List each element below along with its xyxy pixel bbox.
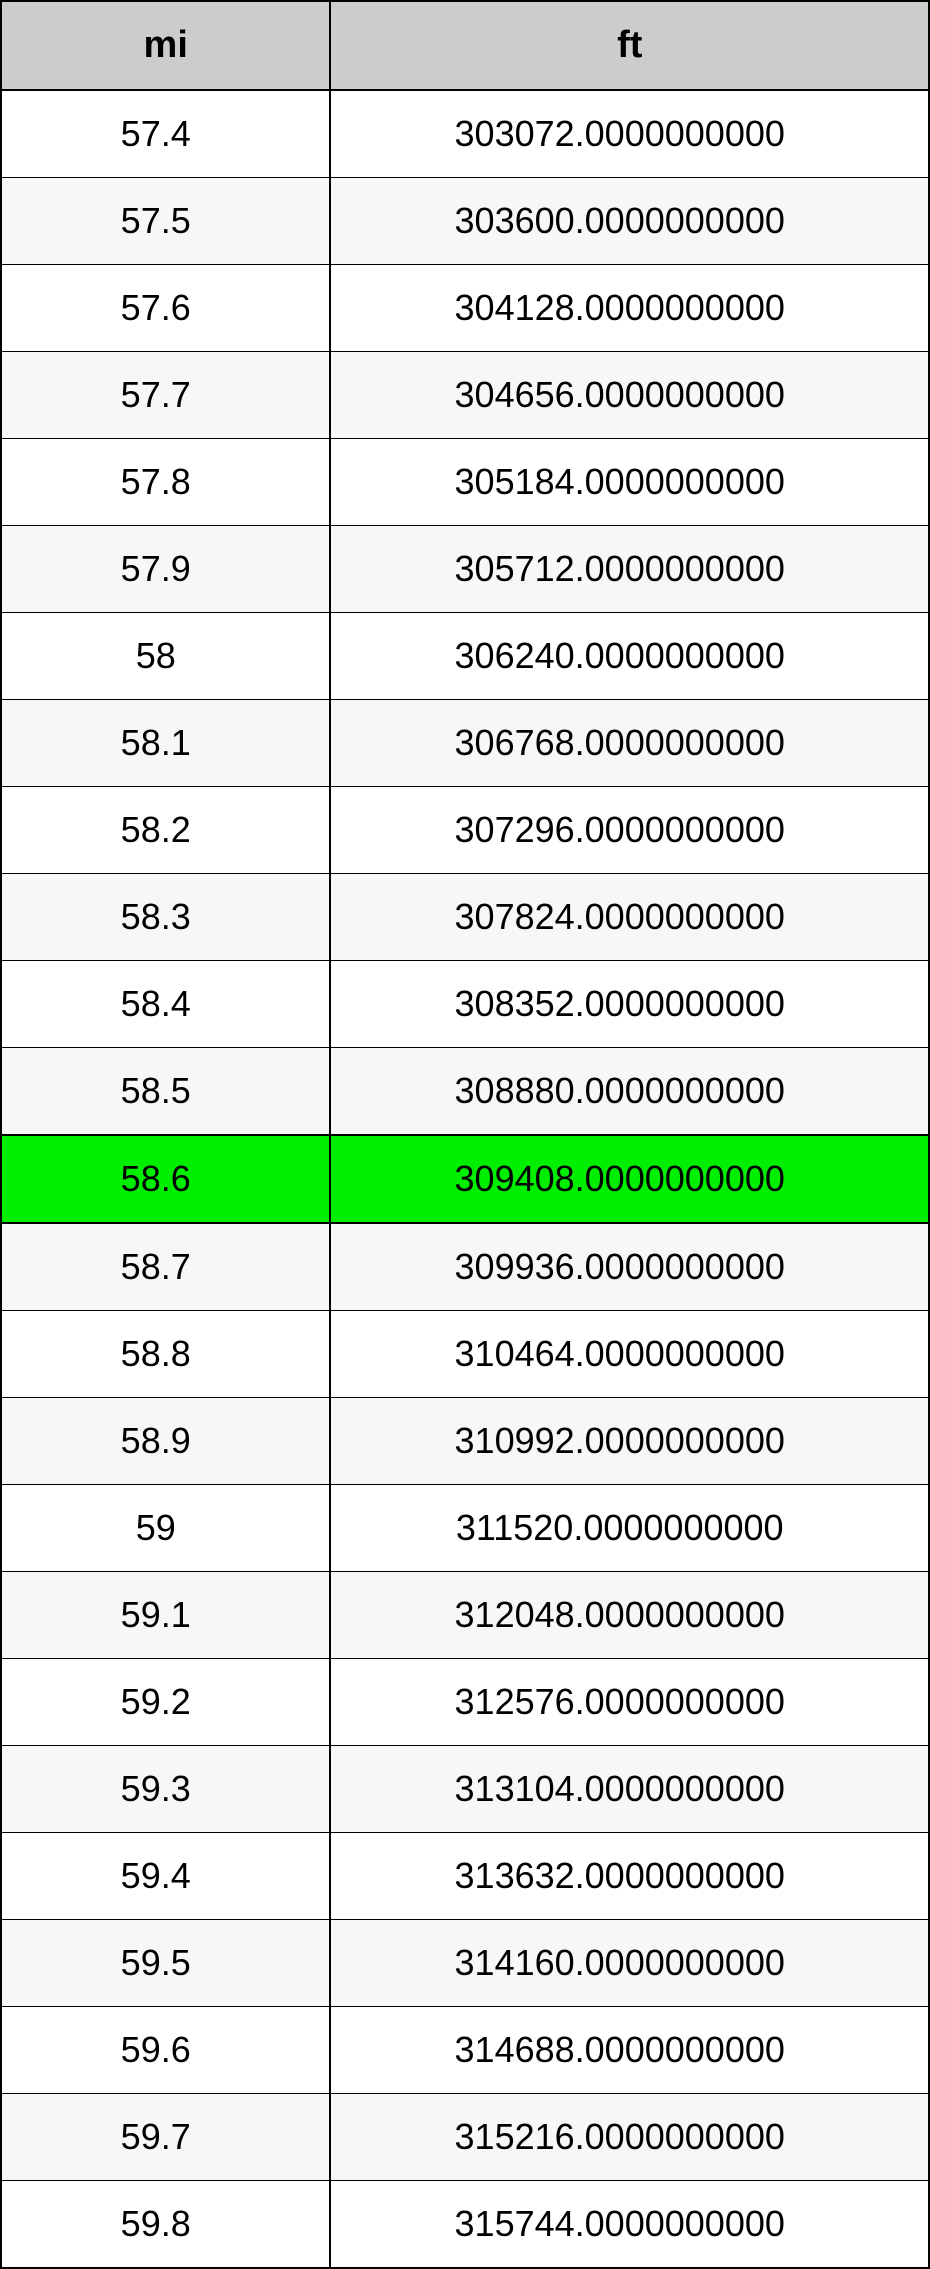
table-row: 58.2307296.0000000000 xyxy=(1,787,929,874)
cell-mi: 59.6 xyxy=(1,2007,330,2094)
table-row: 58306240.0000000000 xyxy=(1,613,929,700)
conversion-table: mi ft 57.4303072.000000000057.5303600.00… xyxy=(0,0,930,2269)
table-row: 58.9310992.0000000000 xyxy=(1,1398,929,1485)
table-row: 58.1306768.0000000000 xyxy=(1,700,929,787)
table-row: 59.4313632.0000000000 xyxy=(1,1833,929,1920)
table-row: 58.7309936.0000000000 xyxy=(1,1223,929,1311)
cell-mi: 57.4 xyxy=(1,90,330,178)
cell-mi: 59.4 xyxy=(1,1833,330,1920)
cell-ft: 305712.0000000000 xyxy=(330,526,929,613)
table-row: 59.5314160.0000000000 xyxy=(1,1920,929,2007)
cell-mi: 58.5 xyxy=(1,1048,330,1136)
cell-ft: 312048.0000000000 xyxy=(330,1572,929,1659)
cell-mi: 58 xyxy=(1,613,330,700)
cell-mi: 59 xyxy=(1,1485,330,1572)
cell-ft: 304656.0000000000 xyxy=(330,352,929,439)
cell-ft: 309936.0000000000 xyxy=(330,1223,929,1311)
table-row: 59.3313104.0000000000 xyxy=(1,1746,929,1833)
cell-mi: 57.5 xyxy=(1,178,330,265)
cell-ft: 304128.0000000000 xyxy=(330,265,929,352)
cell-mi: 58.1 xyxy=(1,700,330,787)
table-row: 58.3307824.0000000000 xyxy=(1,874,929,961)
cell-ft: 307824.0000000000 xyxy=(330,874,929,961)
cell-ft: 314688.0000000000 xyxy=(330,2007,929,2094)
table-row: 58.5308880.0000000000 xyxy=(1,1048,929,1136)
cell-ft: 310464.0000000000 xyxy=(330,1311,929,1398)
cell-mi: 57.6 xyxy=(1,265,330,352)
cell-ft: 313104.0000000000 xyxy=(330,1746,929,1833)
cell-mi: 58.3 xyxy=(1,874,330,961)
cell-ft: 315216.0000000000 xyxy=(330,2094,929,2181)
table-row: 59.7315216.0000000000 xyxy=(1,2094,929,2181)
cell-ft: 306768.0000000000 xyxy=(330,700,929,787)
cell-mi: 57.7 xyxy=(1,352,330,439)
cell-ft: 314160.0000000000 xyxy=(330,1920,929,2007)
table-row: 57.7304656.0000000000 xyxy=(1,352,929,439)
cell-mi: 58.8 xyxy=(1,1311,330,1398)
cell-ft: 306240.0000000000 xyxy=(330,613,929,700)
cell-ft: 307296.0000000000 xyxy=(330,787,929,874)
cell-mi: 58.7 xyxy=(1,1223,330,1311)
table-row: 59.6314688.0000000000 xyxy=(1,2007,929,2094)
table-row: 57.6304128.0000000000 xyxy=(1,265,929,352)
cell-mi: 58.6 xyxy=(1,1135,330,1223)
table-row: 57.4303072.0000000000 xyxy=(1,90,929,178)
cell-mi: 59.5 xyxy=(1,1920,330,2007)
cell-mi: 59.1 xyxy=(1,1572,330,1659)
cell-mi: 58.9 xyxy=(1,1398,330,1485)
cell-mi: 58.4 xyxy=(1,961,330,1048)
cell-ft: 312576.0000000000 xyxy=(330,1659,929,1746)
column-header-ft: ft xyxy=(330,1,929,90)
cell-mi: 57.9 xyxy=(1,526,330,613)
column-header-mi: mi xyxy=(1,1,330,90)
table-row: 59.8315744.0000000000 xyxy=(1,2181,929,2269)
cell-mi: 59.8 xyxy=(1,2181,330,2269)
table-row: 57.9305712.0000000000 xyxy=(1,526,929,613)
table-row: 59.2312576.0000000000 xyxy=(1,1659,929,1746)
table-header-row: mi ft xyxy=(1,1,929,90)
cell-ft: 311520.0000000000 xyxy=(330,1485,929,1572)
cell-mi: 59.7 xyxy=(1,2094,330,2181)
table-row: 57.8305184.0000000000 xyxy=(1,439,929,526)
cell-ft: 303072.0000000000 xyxy=(330,90,929,178)
cell-mi: 57.8 xyxy=(1,439,330,526)
table-row: 59311520.0000000000 xyxy=(1,1485,929,1572)
table-row: 58.4308352.0000000000 xyxy=(1,961,929,1048)
cell-mi: 59.2 xyxy=(1,1659,330,1746)
table-body: 57.4303072.000000000057.5303600.00000000… xyxy=(1,90,929,2268)
cell-ft: 305184.0000000000 xyxy=(330,439,929,526)
cell-ft: 308880.0000000000 xyxy=(330,1048,929,1136)
cell-ft: 315744.0000000000 xyxy=(330,2181,929,2269)
cell-ft: 303600.0000000000 xyxy=(330,178,929,265)
table-row: 58.8310464.0000000000 xyxy=(1,1311,929,1398)
table-row: 57.5303600.0000000000 xyxy=(1,178,929,265)
cell-mi: 59.3 xyxy=(1,1746,330,1833)
cell-ft: 309408.0000000000 xyxy=(330,1135,929,1223)
cell-mi: 58.2 xyxy=(1,787,330,874)
cell-ft: 308352.0000000000 xyxy=(330,961,929,1048)
table-row: 59.1312048.0000000000 xyxy=(1,1572,929,1659)
cell-ft: 310992.0000000000 xyxy=(330,1398,929,1485)
cell-ft: 313632.0000000000 xyxy=(330,1833,929,1920)
table-row: 58.6309408.0000000000 xyxy=(1,1135,929,1223)
